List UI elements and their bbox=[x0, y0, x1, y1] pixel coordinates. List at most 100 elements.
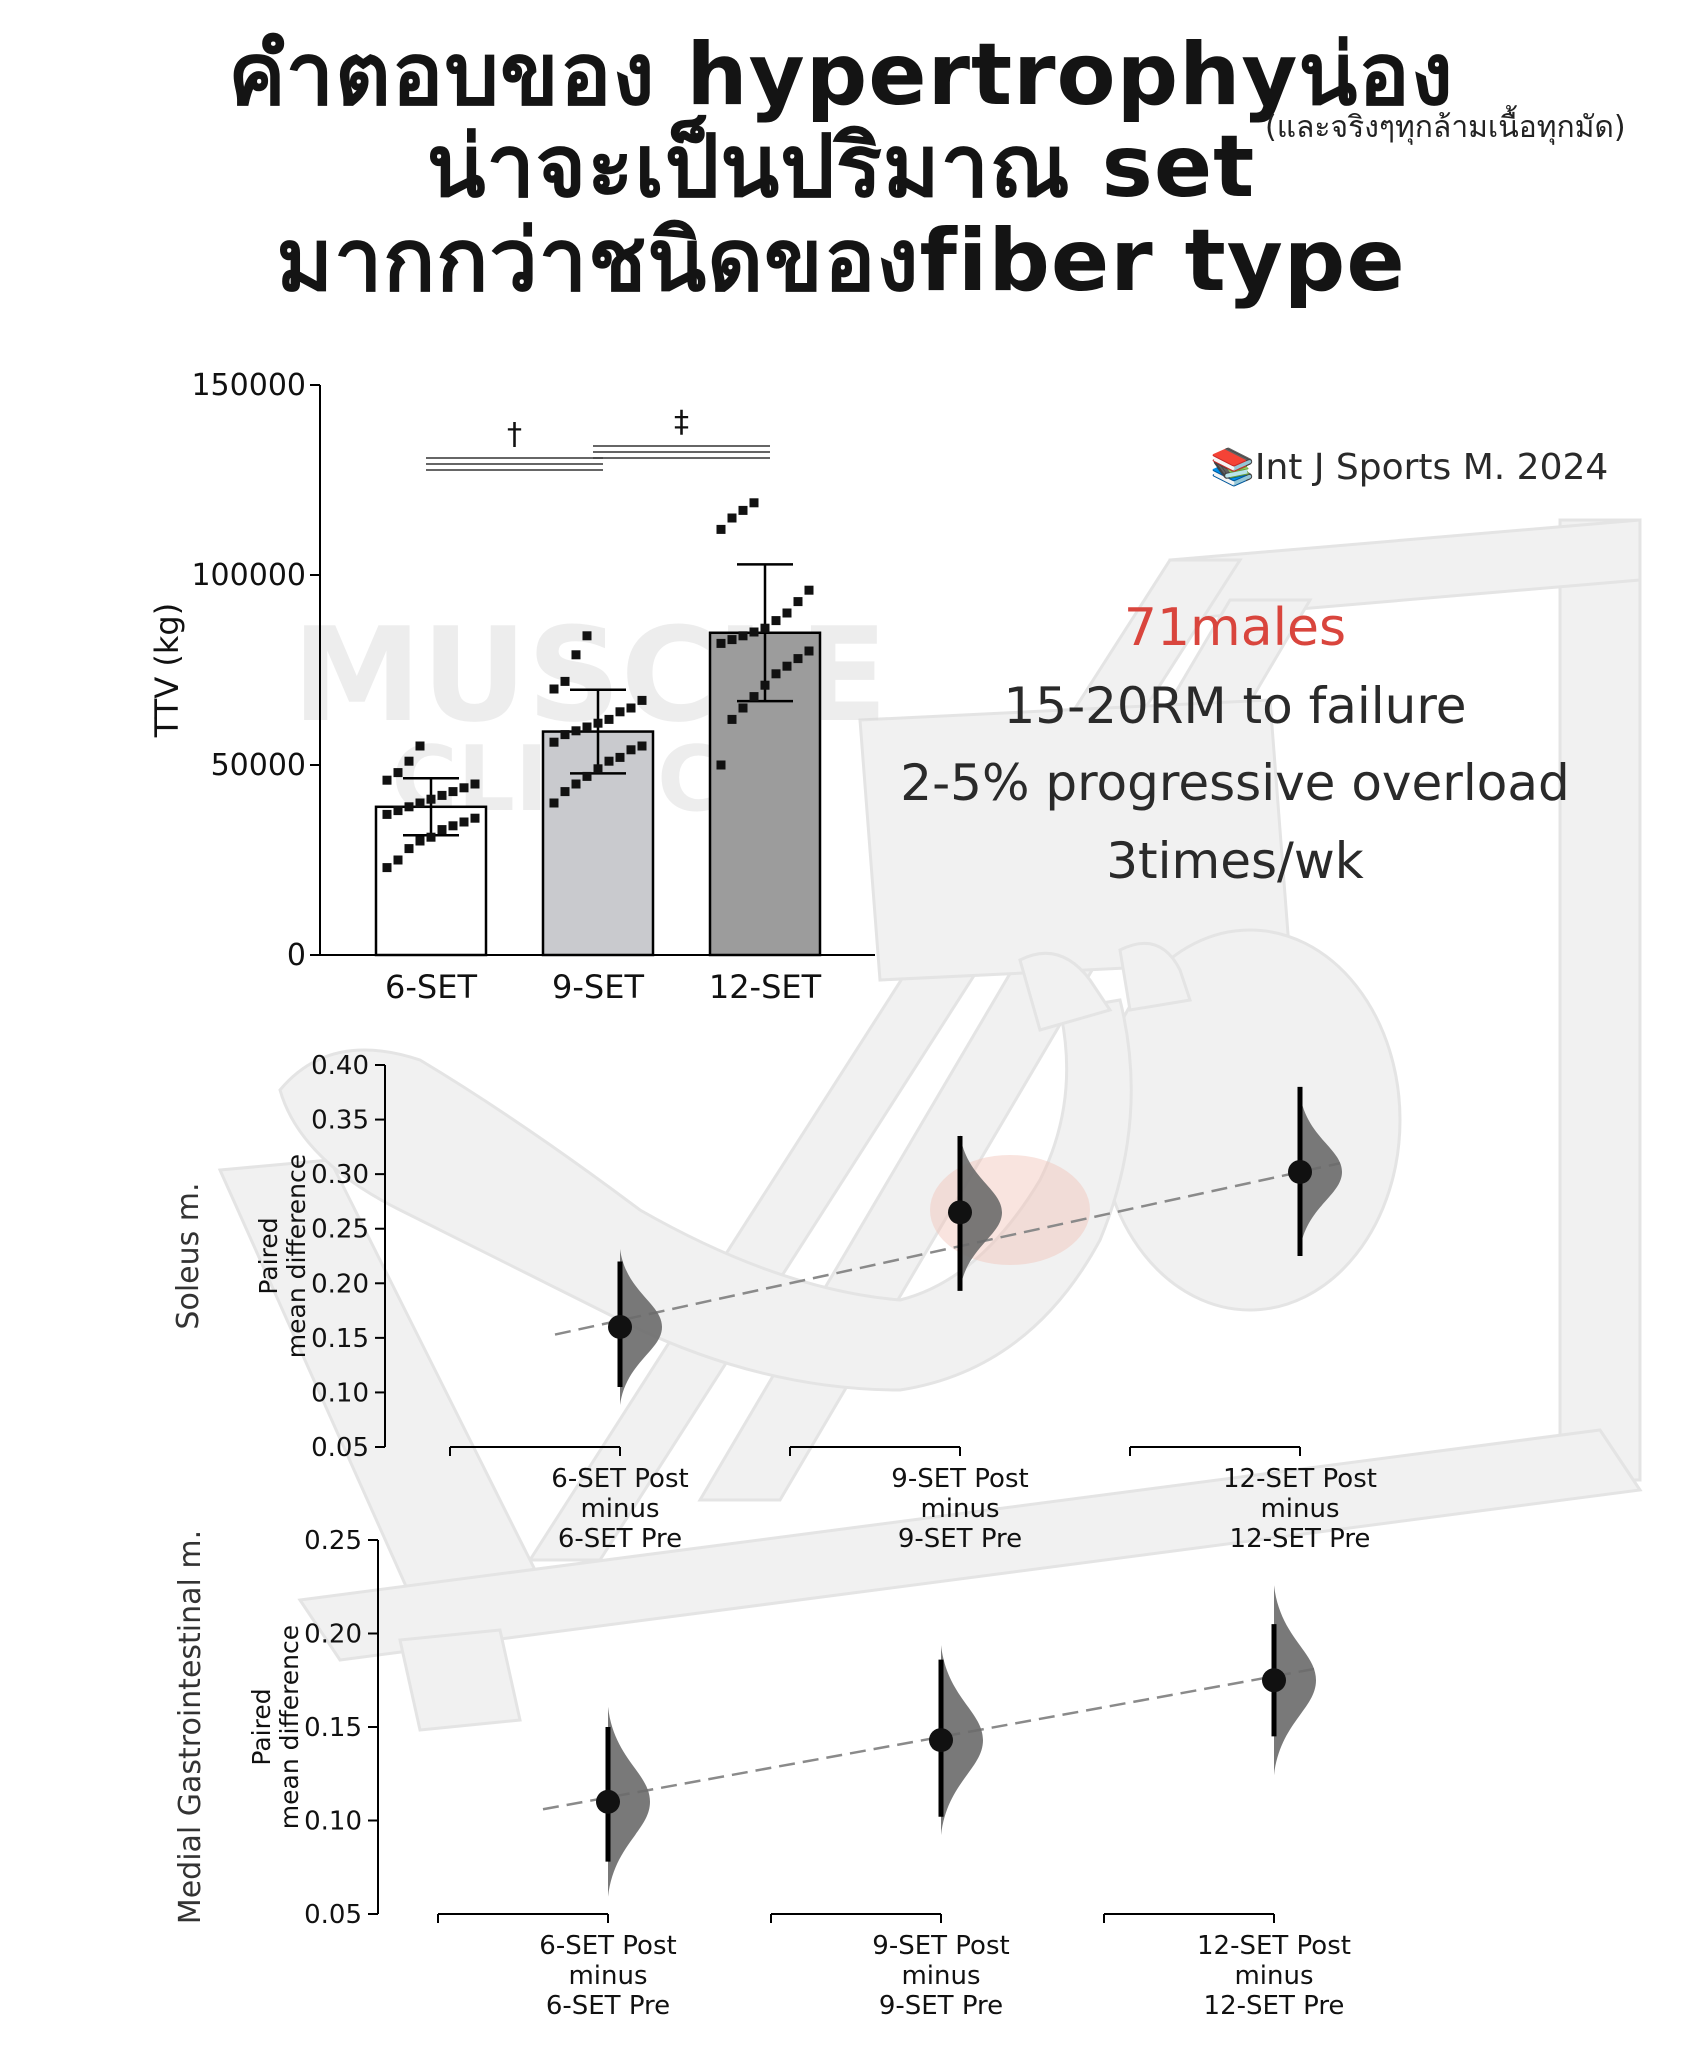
mean-difference-point bbox=[929, 1728, 953, 1753]
page-title-line1: คำตอบของ hypertrophyน่อง bbox=[228, 25, 1454, 125]
est-category-label: 6-SET Post bbox=[539, 1931, 676, 1961]
bar-data-point bbox=[626, 703, 636, 713]
mean-difference-point bbox=[948, 1200, 972, 1225]
bootstrap-distribution bbox=[941, 1645, 983, 1836]
significance-symbol: † bbox=[507, 417, 522, 452]
bar-data-point bbox=[615, 752, 625, 762]
est-y-axis-label: Paired bbox=[254, 1217, 283, 1294]
citation-text: Int J Sports M. 2024 bbox=[1254, 447, 1609, 488]
bar-data-point bbox=[549, 798, 559, 808]
est-y-tick-label: 0.40 bbox=[311, 1051, 369, 1081]
muscle-title: Medial Gastrointestinal m. bbox=[173, 1530, 208, 1924]
bar-data-point bbox=[404, 756, 414, 766]
protocol-text: 15-20RM to failure bbox=[1003, 677, 1467, 735]
bootstrap-distribution bbox=[960, 1134, 1002, 1291]
est-y-tick-label: 0.10 bbox=[304, 1807, 362, 1837]
est-category-label: 9-SET Post bbox=[872, 1931, 1009, 1961]
bar-data-point bbox=[782, 608, 792, 618]
bar-data-point bbox=[626, 745, 636, 755]
bootstrap-distribution bbox=[620, 1248, 662, 1405]
bar-data-point bbox=[549, 737, 559, 747]
bar-data-point bbox=[571, 779, 581, 789]
est-category-label: 9-SET Pre bbox=[898, 1524, 1022, 1554]
bar-data-point bbox=[582, 722, 592, 732]
books-icon: 📚 bbox=[1210, 447, 1255, 488]
bar-y-tick-label: 150000 bbox=[191, 368, 306, 403]
bar-data-point bbox=[382, 809, 392, 819]
mean-difference-point bbox=[1262, 1668, 1286, 1693]
bar-data-point bbox=[382, 863, 392, 873]
bar-data-point bbox=[760, 680, 770, 690]
bar-data-point bbox=[738, 631, 748, 641]
bar-data-point bbox=[749, 627, 759, 637]
est-y-tick-label: 0.20 bbox=[304, 1620, 362, 1650]
est-category-label: 9-SET Post bbox=[891, 1464, 1028, 1494]
bar-data-point bbox=[582, 631, 592, 641]
est-category-label: minus bbox=[1260, 1494, 1339, 1524]
bar-data-point bbox=[571, 650, 581, 660]
bar-data-point bbox=[437, 790, 447, 800]
est-category-label: 6-SET Pre bbox=[558, 1524, 682, 1554]
bar-data-point bbox=[716, 638, 726, 648]
bar-category-label: 6-SET bbox=[385, 968, 477, 1006]
est-category-label: 6-SET Pre bbox=[546, 1991, 670, 2021]
bar-category-label: 12-SET bbox=[709, 968, 822, 1006]
est-y-axis-label: Paired bbox=[247, 1688, 276, 1765]
trend-line bbox=[554, 1162, 1341, 1336]
est-category-label: minus bbox=[580, 1494, 659, 1524]
overload-text: 2-5% progressive overload bbox=[900, 754, 1570, 812]
est-y-tick-label: 0.15 bbox=[304, 1713, 362, 1743]
bar-data-point bbox=[571, 726, 581, 736]
bar-data-point bbox=[749, 692, 759, 702]
bar-data-point bbox=[426, 832, 436, 842]
bar-data-point bbox=[738, 505, 748, 515]
bar-data-point bbox=[582, 771, 592, 781]
bar-y-tick-label: 50000 bbox=[211, 748, 306, 783]
bar-data-point bbox=[415, 798, 425, 808]
bar-data-point bbox=[470, 779, 480, 789]
bar-data-point bbox=[470, 813, 480, 823]
muscle-title: Soleus m. bbox=[171, 1182, 206, 1329]
bar-data-point bbox=[804, 646, 814, 656]
bootstrap-distribution bbox=[1300, 1093, 1342, 1250]
bar-data-point bbox=[393, 768, 403, 778]
bar-data-point bbox=[437, 825, 447, 835]
bar-data-point bbox=[560, 787, 570, 797]
bar-data-point bbox=[637, 741, 647, 751]
est-category-label: minus bbox=[901, 1961, 980, 1991]
significance-symbol: ‡ bbox=[674, 405, 689, 440]
bar-data-point bbox=[727, 635, 737, 645]
bar-y-axis-label: TTV (kg) bbox=[148, 603, 186, 738]
est-category-label: 12-SET Post bbox=[1223, 1464, 1377, 1494]
bar-data-point bbox=[393, 855, 403, 865]
bar-data-point bbox=[593, 718, 603, 728]
bootstrap-distribution bbox=[608, 1706, 650, 1897]
page-title-line2: น่าจะเป็นปริมาณ set bbox=[426, 117, 1256, 217]
page-title-line3: มากกว่าชนิดของfiber type bbox=[276, 211, 1406, 311]
bar-data-point bbox=[560, 676, 570, 686]
bar-data-point bbox=[793, 597, 803, 607]
est-category-label: minus bbox=[568, 1961, 647, 1991]
subjects-count: 71males bbox=[1123, 598, 1347, 658]
bar-data-point bbox=[615, 707, 625, 717]
est-y-tick-label: 0.30 bbox=[311, 1160, 369, 1190]
bar-data-point bbox=[415, 741, 425, 751]
bar-data-point bbox=[604, 714, 614, 724]
est-category-label: minus bbox=[1234, 1961, 1313, 1991]
est-y-tick-label: 0.20 bbox=[311, 1269, 369, 1299]
citation: 📚Int J Sports M. 2024 bbox=[1210, 446, 1608, 488]
bar-data-point bbox=[404, 802, 414, 812]
est-y-axis-label: mean difference bbox=[282, 1154, 311, 1358]
bar-data-point bbox=[727, 714, 737, 724]
bar-category-label: 9-SET bbox=[552, 968, 644, 1006]
bar-y-tick-label: 100000 bbox=[191, 558, 306, 593]
bar-data-point bbox=[459, 783, 469, 793]
est-y-axis-label: mean difference bbox=[275, 1625, 304, 1829]
est-category-label: 9-SET Pre bbox=[879, 1991, 1003, 2021]
bar-data-point bbox=[716, 760, 726, 770]
bar-data-point bbox=[637, 695, 647, 705]
trend-line bbox=[542, 1667, 1315, 1811]
bar-data-point bbox=[593, 764, 603, 774]
frequency-text: 3times/wk bbox=[1106, 832, 1364, 890]
